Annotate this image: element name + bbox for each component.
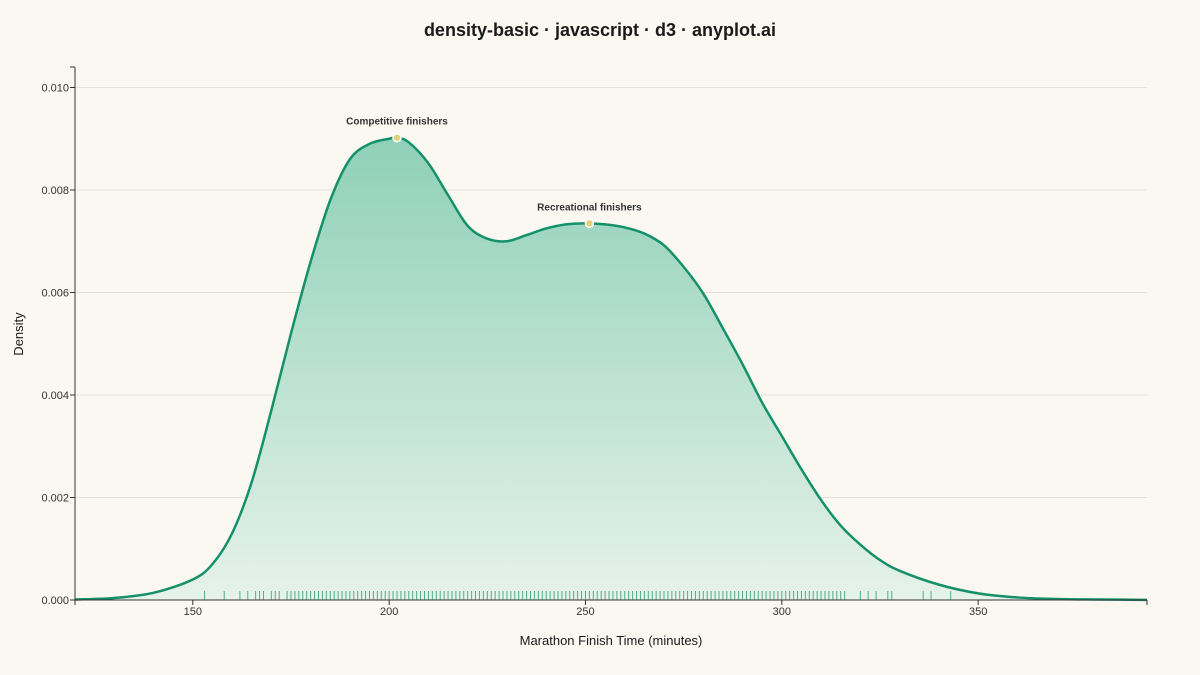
x-tick-label: 150 xyxy=(184,606,202,618)
y-tick-label: 0.010 xyxy=(41,83,69,95)
density-fill xyxy=(75,137,1147,600)
annotation-marker xyxy=(584,218,595,229)
rug-marks xyxy=(204,591,952,600)
density-line xyxy=(74,136,1148,602)
x-tick-label: 350 xyxy=(969,606,987,618)
density-area xyxy=(74,136,1148,602)
chart-title: density-basic · javascript · d3 · anyplo… xyxy=(424,20,776,40)
annotation-marker xyxy=(392,132,402,143)
annotation-label: Competitive finishers xyxy=(346,117,448,128)
x-axis-label: Marathon Finish Time (minutes) xyxy=(520,633,703,648)
x-tick-label: 200 xyxy=(380,606,398,618)
x-tick-label: 300 xyxy=(773,606,791,618)
y-tick-label: 0.002 xyxy=(41,493,69,505)
annotations: Competitive finishers Recreational finish… xyxy=(346,117,642,229)
annotation-label: Recreational finishers xyxy=(537,202,642,213)
x-tick-label: 250 xyxy=(576,606,594,618)
y-tick-label: 0.004 xyxy=(41,390,69,402)
y-tick-label: 0.008 xyxy=(41,185,69,197)
y-tick-label: 0.006 xyxy=(41,288,69,300)
axes: 0.000 0.002 0.004 0.006 0.008 0.010 150 200 250 3… xyxy=(41,66,1148,618)
y-axis-label: Density xyxy=(11,312,26,356)
y-tick-label: 0.000 xyxy=(41,595,69,607)
